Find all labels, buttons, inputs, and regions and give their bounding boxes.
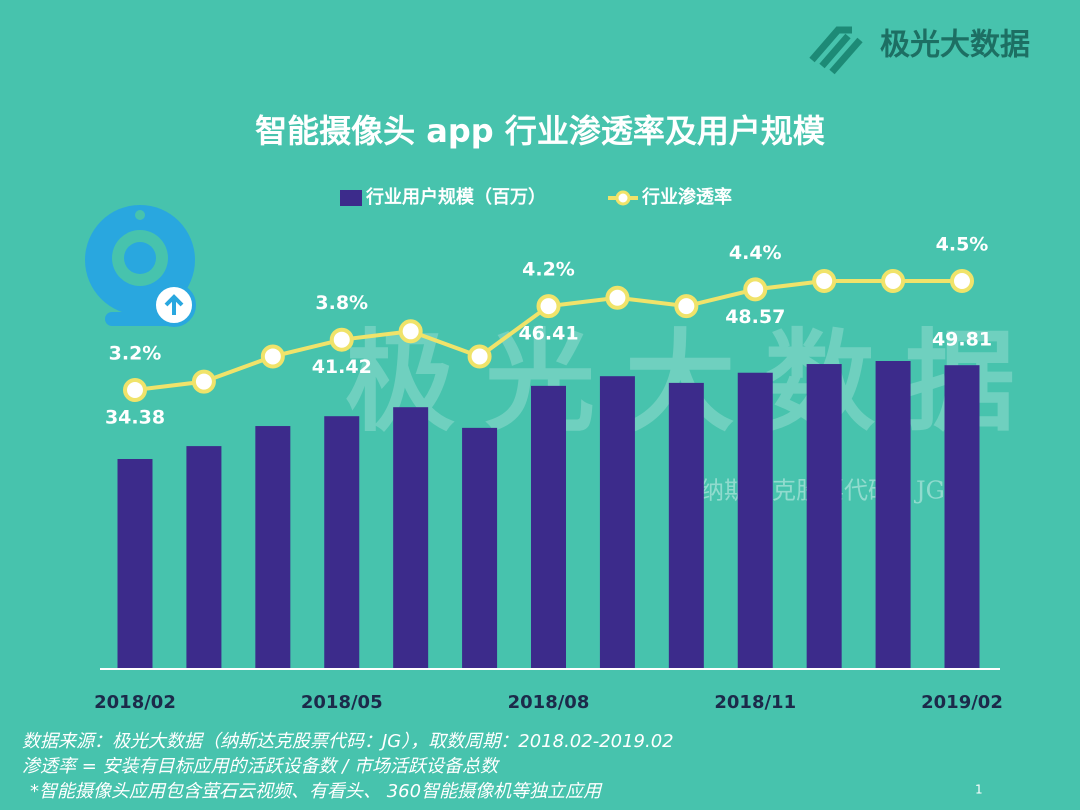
logo-text: 极光大数据 [880, 28, 1030, 63]
bar [393, 407, 429, 668]
bar [737, 372, 773, 668]
line-marker [191, 369, 216, 394]
line-marker [743, 277, 768, 302]
legend-label: 行业用户规模（百万） [365, 186, 546, 208]
bar [944, 365, 980, 668]
bar-label: 49.81 [932, 329, 992, 351]
line-marker [260, 344, 285, 369]
line-marker [674, 294, 699, 319]
logo-icon [809, 26, 863, 75]
bar-label: 48.57 [725, 306, 785, 328]
legend-marker [615, 190, 631, 206]
bar-label: 41.42 [312, 356, 372, 378]
bar [668, 382, 704, 668]
x-tick-label: 2018/05 [301, 692, 383, 713]
x-tick-label: 2018/11 [714, 692, 796, 713]
line-marker [605, 285, 630, 310]
line-marker [467, 344, 492, 369]
line-label: 4.4% [729, 242, 782, 264]
line-marker [536, 294, 561, 319]
note: 渗透率 = 安装有目标应用的活跃设备数 / 市场活跃设备总数 [22, 756, 500, 777]
bar-label: 34.38 [105, 407, 165, 429]
line-marker [881, 269, 906, 293]
line-label: 3.2% [109, 343, 162, 365]
legend-label: 行业渗透率 [641, 186, 732, 208]
legend: 行业用户规模（百万） 行业渗透率 [340, 186, 732, 208]
x-tick-label: 2018/02 [94, 692, 176, 713]
note: 数据来源：极光大数据（纳斯达克股票代码：JG），取数周期：2018.02-201… [22, 731, 674, 752]
line-marker [398, 319, 423, 344]
line-marker [123, 378, 147, 402]
bar [117, 458, 153, 668]
line-label: 4.2% [522, 259, 575, 281]
bar [324, 416, 360, 668]
bar [599, 376, 635, 668]
bar [875, 361, 911, 668]
bar-label: 46.41 [518, 323, 578, 345]
note: *智能摄像头应用包含萤石云视频、有看头、 360智能摄像机等独立应用 [30, 781, 603, 802]
bar [806, 364, 842, 668]
line-label: 3.8% [315, 292, 368, 314]
page-number: 1 [975, 783, 983, 797]
chart-title: 智能摄像头 app 行业渗透率及用户规模 [255, 112, 825, 150]
bar [186, 446, 222, 668]
line-label: 4.5% [936, 234, 989, 256]
line-marker [950, 269, 974, 293]
bar [462, 427, 498, 668]
legend-swatch [340, 190, 362, 206]
bar [255, 426, 291, 668]
x-tick-label: 2018/08 [508, 692, 590, 713]
line-marker [329, 327, 354, 352]
bar [531, 385, 566, 668]
line-marker [812, 269, 837, 293]
camera-icon [85, 205, 196, 327]
x-tick-label: 2019/02 [921, 692, 1003, 713]
